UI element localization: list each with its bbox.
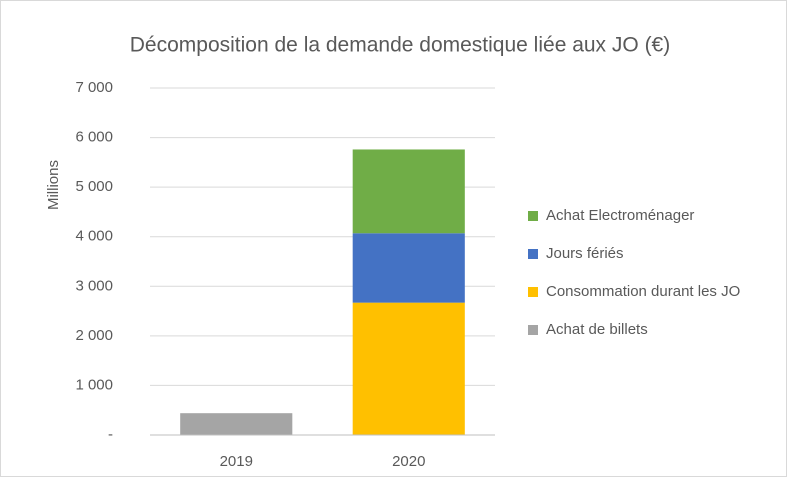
legend-swatch [528,211,538,221]
y-axis-label: Millions [45,160,62,210]
chart-title: Décomposition de la demande domestique l… [130,34,670,57]
legend-swatch [528,287,538,297]
x-tick-label: 2019 [220,453,253,470]
legend-label: Achat Electroménager [546,207,694,224]
y-tick-label: 6 000 [75,129,113,146]
x-tick-label: 2020 [392,453,425,470]
legend-swatch [528,325,538,335]
legend-label: Achat de billets [546,321,648,338]
y-tick-label: 5 000 [75,178,113,195]
bar-segment [180,413,293,435]
y-tick-label: 1 000 [75,376,113,393]
bar-segment [352,302,465,435]
y-tick-label: 2 000 [75,327,113,344]
y-tick-label: 7 000 [75,79,113,96]
bar-segment [352,233,465,303]
y-tick-label: - [108,426,113,443]
legend-label: Consommation durant les JO [546,283,740,300]
y-tick-label: 3 000 [75,277,113,294]
y-tick-label: 4 000 [75,228,113,245]
legend-label: Jours fériés [546,245,624,262]
bar-segment [352,149,465,234]
legend-swatch [528,249,538,259]
